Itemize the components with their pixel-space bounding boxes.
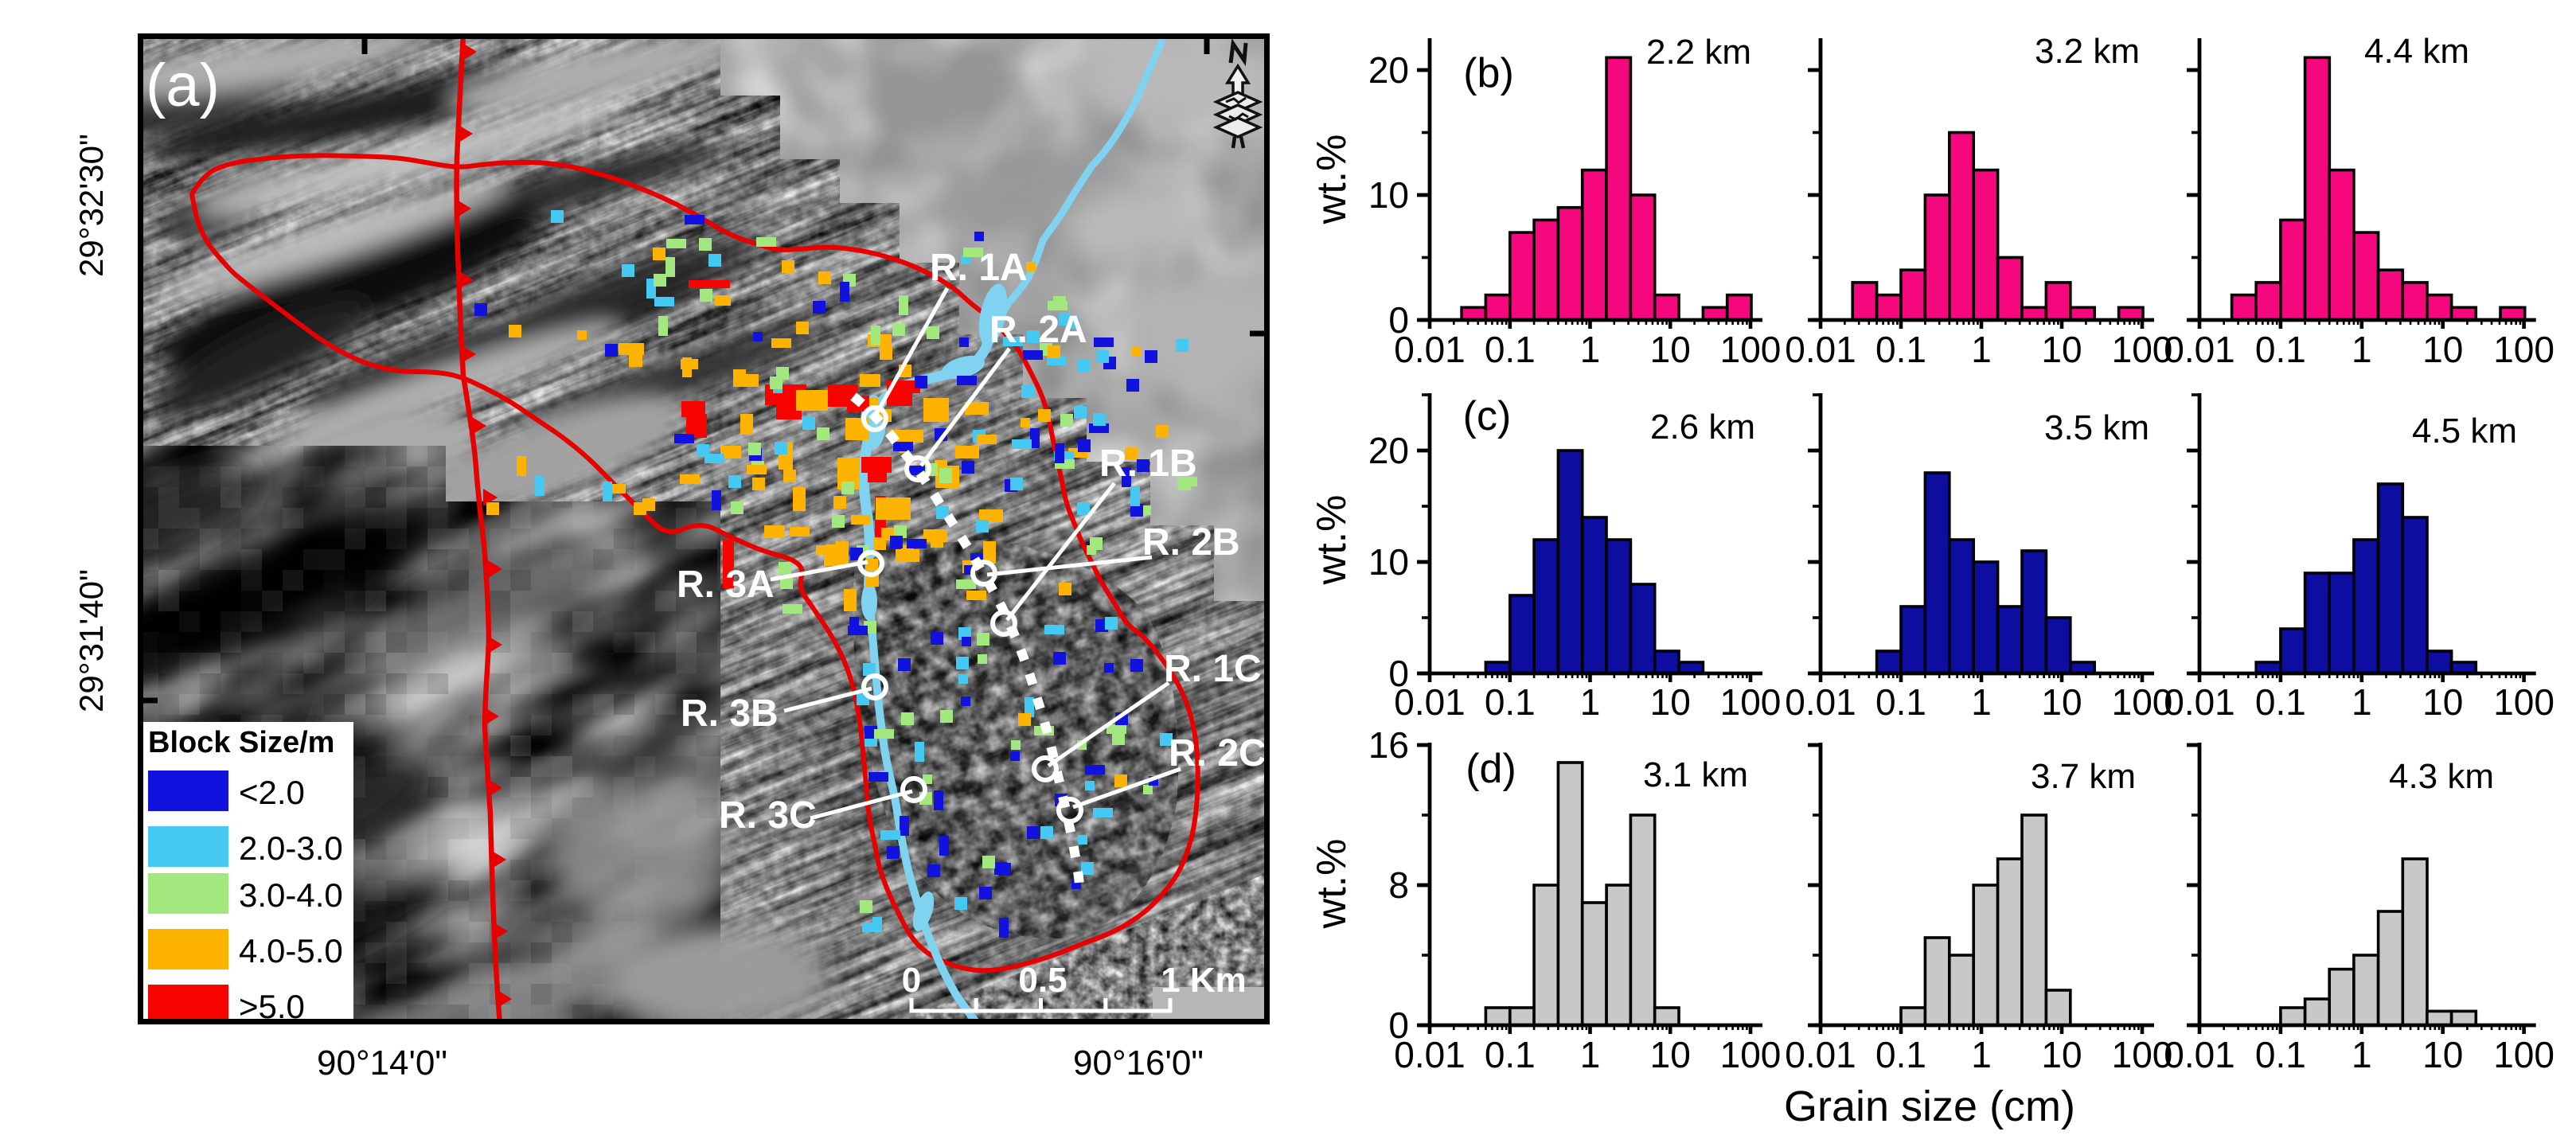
- svg-text:29°31'40": 29°31'40": [72, 569, 110, 712]
- svg-text:20: 20: [1368, 430, 1409, 471]
- svg-text:8: 8: [1388, 864, 1409, 906]
- svg-text:1: 1: [1580, 1034, 1601, 1075]
- svg-text:100: 100: [1720, 681, 1782, 723]
- svg-text:0.1: 0.1: [1485, 329, 1536, 370]
- svg-text:4.4 km: 4.4 km: [2364, 32, 2469, 71]
- svg-text:R. 2C: R. 2C: [1169, 732, 1267, 774]
- svg-text:100: 100: [2112, 329, 2173, 370]
- svg-text:0.01: 0.01: [2164, 1034, 2235, 1075]
- svg-text:Block Size/m: Block Size/m: [148, 726, 334, 759]
- svg-text:29°32'30": 29°32'30": [72, 134, 110, 277]
- svg-text:1 Km: 1 Km: [1161, 961, 1247, 1000]
- svg-text:0.01: 0.01: [1785, 1034, 1856, 1075]
- svg-text:1: 1: [1971, 329, 1992, 370]
- svg-text:1: 1: [2352, 1034, 2372, 1075]
- svg-text:10: 10: [2041, 1034, 2082, 1075]
- svg-text:4.5 km: 4.5 km: [2412, 412, 2517, 451]
- svg-text:3.1 km: 3.1 km: [1643, 755, 1748, 794]
- svg-text:0: 0: [1388, 1005, 1409, 1046]
- svg-text:0: 0: [902, 961, 921, 1000]
- svg-text:(d): (d): [1466, 746, 1516, 792]
- svg-text:0.01: 0.01: [2164, 329, 2235, 370]
- svg-text:3.5 km: 3.5 km: [2044, 408, 2149, 447]
- svg-text:3.2 km: 3.2 km: [2035, 32, 2140, 71]
- svg-text:4.0-5.0: 4.0-5.0: [239, 932, 343, 969]
- svg-text:2.0-3.0: 2.0-3.0: [239, 829, 343, 867]
- svg-text:10: 10: [1650, 681, 1691, 723]
- svg-text:10: 10: [1368, 541, 1409, 583]
- svg-text:0: 0: [1388, 653, 1409, 694]
- svg-text:100: 100: [2493, 1034, 2555, 1075]
- svg-text:0.1: 0.1: [1485, 1034, 1536, 1075]
- svg-text:>5.0: >5.0: [239, 988, 305, 1025]
- svg-text:0.1: 0.1: [1875, 681, 1926, 723]
- svg-text:0.01: 0.01: [2164, 681, 2235, 723]
- svg-text:90°14'0": 90°14'0": [317, 1044, 447, 1083]
- svg-text:Grain size (cm): Grain size (cm): [1784, 1083, 2075, 1130]
- svg-text:0.1: 0.1: [2255, 681, 2306, 723]
- svg-text:10: 10: [1650, 329, 1691, 370]
- svg-text:R. 1C: R. 1C: [1164, 648, 1262, 690]
- svg-text:wt.%: wt.%: [1309, 135, 1355, 225]
- svg-text:100: 100: [2493, 681, 2555, 723]
- svg-text:0.1: 0.1: [1875, 329, 1926, 370]
- svg-text:100: 100: [2112, 681, 2173, 723]
- svg-text:0.1: 0.1: [2255, 1034, 2306, 1075]
- svg-text:16: 16: [1368, 724, 1409, 766]
- svg-text:0.1: 0.1: [1485, 681, 1536, 723]
- svg-text:1: 1: [1971, 681, 1992, 723]
- svg-text:R. 3B: R. 3B: [681, 692, 779, 735]
- svg-text:0.01: 0.01: [1785, 681, 1856, 723]
- svg-text:R. 1A: R. 1A: [930, 247, 1028, 289]
- svg-text:<2.0: <2.0: [239, 774, 305, 811]
- svg-text:R. 3A: R. 3A: [677, 564, 775, 606]
- svg-text:100: 100: [1720, 1034, 1782, 1075]
- svg-text:2.6 km: 2.6 km: [1650, 408, 1755, 447]
- svg-text:100: 100: [2493, 329, 2555, 370]
- svg-text:10: 10: [1368, 174, 1409, 216]
- svg-text:10: 10: [2422, 1034, 2463, 1075]
- svg-text:1: 1: [1580, 329, 1601, 370]
- svg-text:wt.%: wt.%: [1309, 495, 1355, 586]
- svg-text:0.1: 0.1: [2255, 329, 2306, 370]
- svg-text:10: 10: [2422, 681, 2463, 723]
- svg-text:10: 10: [2041, 329, 2082, 370]
- svg-text:0.01: 0.01: [1394, 1034, 1466, 1075]
- svg-text:R. 2A: R. 2A: [989, 309, 1087, 351]
- svg-text:90°16'0": 90°16'0": [1073, 1044, 1204, 1083]
- svg-text:R. 3C: R. 3C: [719, 794, 817, 837]
- svg-text:100: 100: [2112, 1034, 2173, 1075]
- svg-text:R. 1B: R. 1B: [1099, 443, 1197, 485]
- svg-text:0: 0: [1388, 299, 1409, 341]
- svg-text:1: 1: [1971, 1034, 1992, 1075]
- svg-text:0.1: 0.1: [1875, 1034, 1926, 1075]
- svg-text:1: 1: [1580, 681, 1601, 723]
- svg-text:wt.%: wt.%: [1309, 839, 1355, 930]
- svg-text:1: 1: [2352, 681, 2372, 723]
- svg-text:100: 100: [1720, 329, 1782, 370]
- svg-text:(a): (a): [146, 52, 220, 119]
- svg-text:10: 10: [2422, 329, 2463, 370]
- svg-text:10: 10: [1650, 1034, 1691, 1075]
- svg-text:20: 20: [1368, 49, 1409, 91]
- svg-text:4.3 km: 4.3 km: [2389, 757, 2494, 796]
- svg-text:(b): (b): [1463, 50, 1514, 96]
- svg-text:R. 2B: R. 2B: [1142, 521, 1240, 564]
- svg-text:3.7 km: 3.7 km: [2031, 757, 2136, 796]
- svg-text:0.01: 0.01: [1394, 329, 1466, 370]
- svg-text:0.01: 0.01: [1394, 681, 1466, 723]
- svg-text:3.0-4.0: 3.0-4.0: [239, 876, 343, 914]
- svg-text:10: 10: [2041, 681, 2082, 723]
- svg-text:1: 1: [2352, 329, 2372, 370]
- svg-text:0.01: 0.01: [1785, 329, 1856, 370]
- svg-text:0.5: 0.5: [1018, 961, 1067, 1000]
- svg-text:(c): (c): [1463, 393, 1512, 439]
- svg-text:2.2 km: 2.2 km: [1646, 33, 1751, 72]
